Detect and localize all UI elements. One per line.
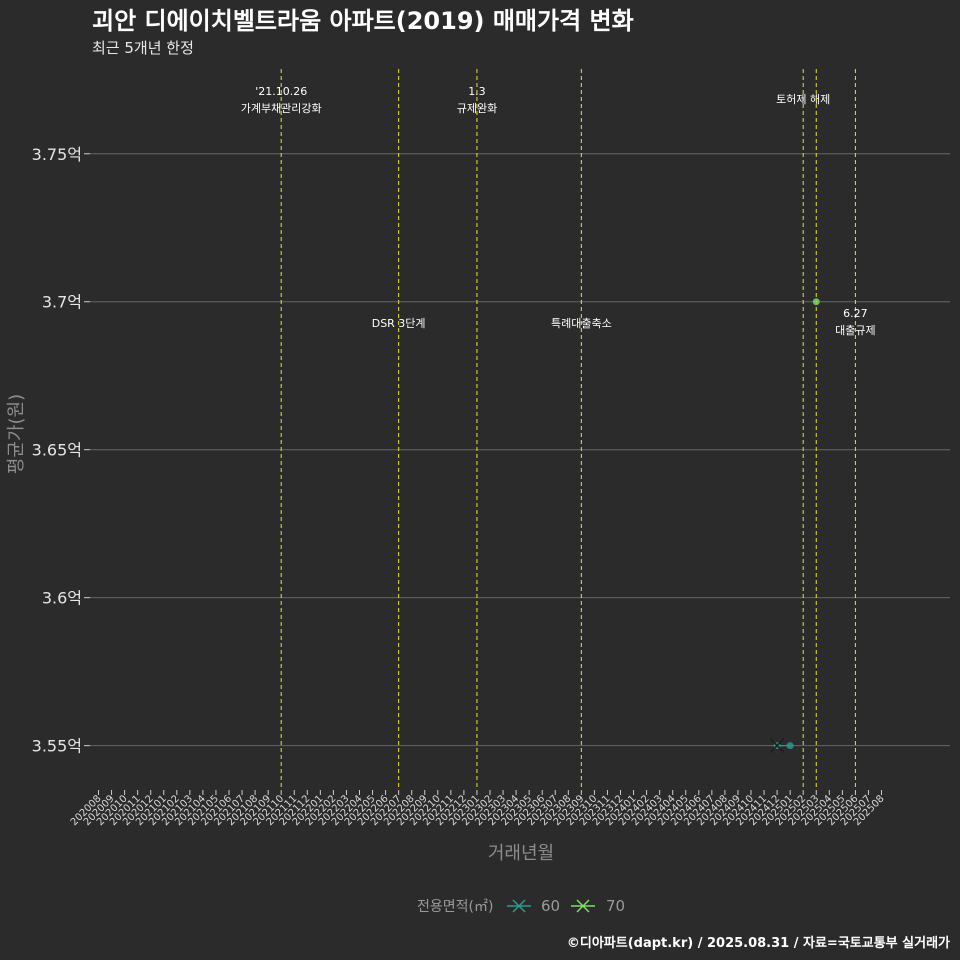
data-points [769, 298, 820, 754]
legend: 전용면적(㎡) 60 70 [417, 897, 625, 915]
event-label: 특례대출축소 [551, 317, 612, 330]
y-tick-label: 3.65억 [32, 441, 82, 460]
y-tick-label: 3.6억 [42, 589, 82, 608]
legend-label-70: 70 [606, 897, 625, 915]
y-tick-label: 3.7억 [42, 293, 82, 312]
grid-layer [90, 153, 950, 747]
point-70-202503 [812, 298, 820, 306]
event-label: 가계부채관리강화 [241, 102, 322, 115]
caption: ©디아파트(dapt.kr) / 2025.08.31 / 자료=국토교통부 실… [567, 935, 950, 951]
chart-subtitle: 최근 5개년 한정 [92, 39, 194, 57]
x-axis: 2020082020092020102020112020122021012021… [69, 790, 887, 828]
event-label: 규제완화 [457, 102, 497, 115]
legend-key-70 [571, 899, 595, 913]
event-label: 1.3 [468, 85, 486, 98]
point-60-202501 [786, 742, 794, 750]
y-axis: 3.55억 3.6억 3.65억 3.7억 3.75억 [32, 145, 90, 756]
legend-title: 전용면적(㎡) [417, 899, 493, 915]
cross-marker-60 [769, 738, 785, 754]
y-tick-label: 3.75억 [32, 145, 82, 164]
event-label: '21.10.26 [255, 85, 307, 98]
event-label: 토허제 해제 [776, 92, 830, 106]
event-label: DSR 3단계 [372, 317, 426, 330]
x-axis-title: 거래년월 [488, 843, 554, 864]
legend-key-60 [507, 899, 531, 913]
event-label: 대출규제 [835, 324, 875, 337]
y-axis-title: 평균가(원) [6, 394, 27, 474]
chart-title: 괴안 디에이치벨트라움 아파트(2019) 매매가격 변화 [92, 7, 634, 35]
y-tick-label: 3.55억 [32, 737, 82, 756]
event-label: 6.27 [843, 307, 868, 320]
legend-label-60: 60 [541, 897, 560, 915]
